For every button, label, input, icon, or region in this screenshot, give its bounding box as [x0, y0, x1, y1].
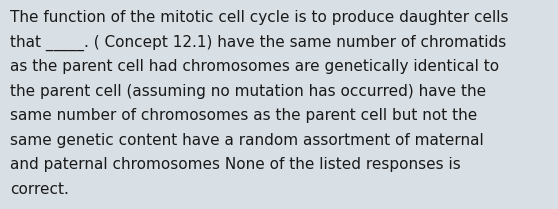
Text: The function of the mitotic cell cycle is to produce daughter cells: The function of the mitotic cell cycle i… — [10, 10, 508, 25]
Text: correct.: correct. — [10, 182, 69, 197]
Text: the parent cell (assuming no mutation has occurred) have the: the parent cell (assuming no mutation ha… — [10, 84, 486, 99]
Text: same genetic content have a random assortment of maternal: same genetic content have a random assor… — [10, 133, 484, 148]
Text: same number of chromosomes as the parent cell but not the: same number of chromosomes as the parent… — [10, 108, 477, 123]
Text: that _____. ( Concept 12.1) have the same number of chromatids: that _____. ( Concept 12.1) have the sam… — [10, 35, 506, 51]
Text: as the parent cell had chromosomes are genetically identical to: as the parent cell had chromosomes are g… — [10, 59, 499, 74]
Text: and paternal chromosomes None of the listed responses is: and paternal chromosomes None of the lis… — [10, 157, 461, 172]
